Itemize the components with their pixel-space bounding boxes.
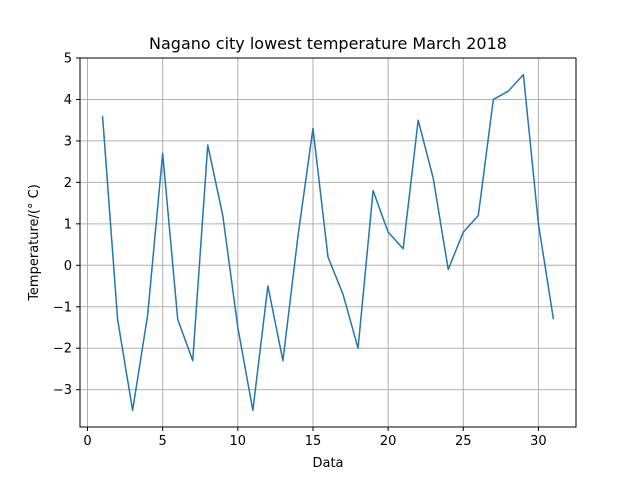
y-tick-label: −3 [53,383,72,398]
y-tick-label: 5 [64,52,72,67]
y-tick-label: 4 [64,93,72,108]
x-tick-label: 5 [159,434,167,449]
y-tick-label: 3 [64,134,72,149]
x-tick-label: 25 [455,434,472,449]
y-tick-label: 1 [64,217,72,232]
plot-frame [79,57,577,428]
grid [80,57,576,427]
y-tick-label: −1 [53,300,72,315]
x-tick-label: 20 [380,434,397,449]
x-tick-label: 0 [83,434,91,449]
x-tick-label: 30 [530,434,547,449]
y-tick-label: −2 [53,342,72,357]
series-layer [101,73,555,412]
x-tick-label: 10 [230,434,247,449]
y-axis-ticks: −3 −2 −1 0 1 2 3 4 5 [53,52,80,398]
y-axis-label: Temperature/(° C) [27,184,42,302]
x-tick-label: 15 [305,434,322,449]
y-tick-label: 0 [64,259,72,274]
chart-title: Nagano city lowest temperature March 201… [149,34,507,53]
x-axis-label: Data [312,456,343,471]
x-axis-ticks: 0 5 10 15 20 25 30 [83,427,547,449]
y-tick-label: 2 [64,176,72,191]
series-line [101,73,555,412]
